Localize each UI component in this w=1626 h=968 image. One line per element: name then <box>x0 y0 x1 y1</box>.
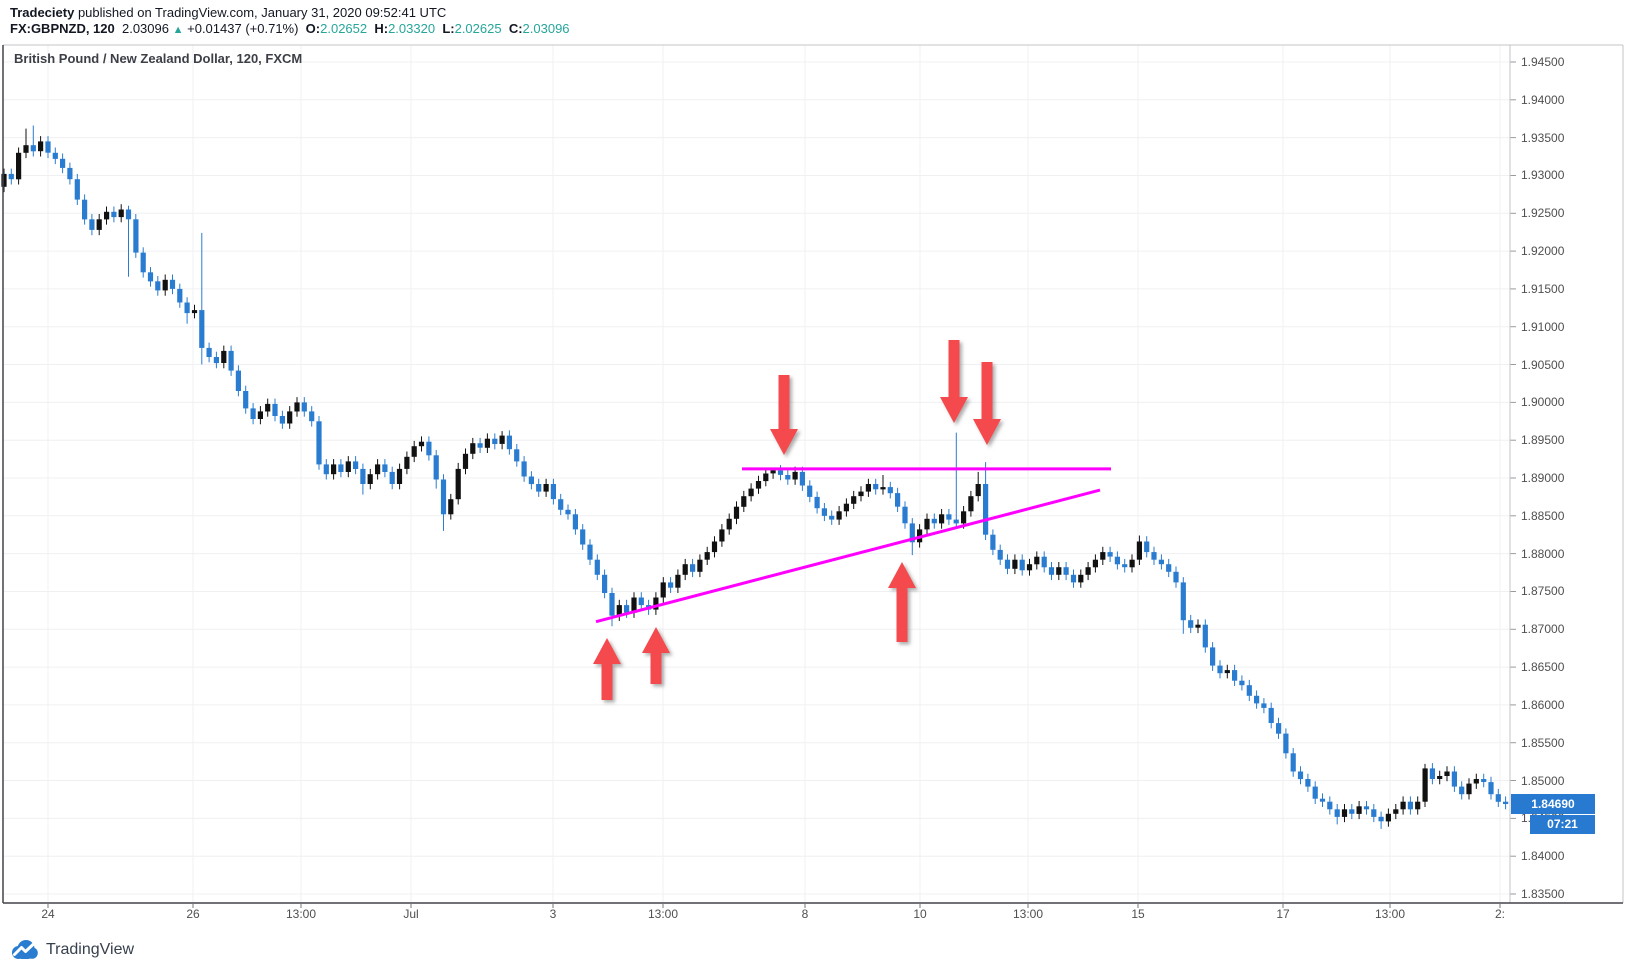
bar-countdown-label: 07:21 <box>1530 815 1595 834</box>
high-value: 2.03320 <box>388 21 436 36</box>
price-axis-label: 1.94000 <box>1521 93 1565 107</box>
price-axis-label: 1.84000 <box>1521 849 1565 863</box>
chart-legend-title: British Pound / New Zealand Dollar, 120,… <box>14 51 303 66</box>
time-axis-label: 3 <box>549 907 557 921</box>
price-axis-label: 1.86500 <box>1521 660 1565 674</box>
publish-date: published on TradingView.com, January 31… <box>74 5 447 20</box>
close-value: 2.03096 <box>522 21 570 36</box>
tradingview-logo-text: TradingView <box>46 941 135 958</box>
price-axis-label: 1.92000 <box>1521 244 1565 258</box>
high-label: H: <box>374 21 389 36</box>
low-label: L: <box>442 21 455 36</box>
price-axis-label: 1.89000 <box>1521 471 1565 485</box>
tradingview-cloud-icon <box>10 938 38 962</box>
time-axis-label: 10 <box>913 907 927 921</box>
symbol-info-row: FX:GBPNZD, 120 2.03096 ▲ +0.01437 (+0.71… <box>10 21 570 36</box>
time-axis-label: 15 <box>1131 907 1145 921</box>
price-axis-label: 1.86000 <box>1521 698 1565 712</box>
time-axis-label: Jul <box>403 907 419 921</box>
price-axis-label: 1.88500 <box>1521 509 1565 523</box>
price-axis-label: 1.85500 <box>1521 736 1565 750</box>
price-axis-label: 1.83500 <box>1521 887 1565 901</box>
time-axis-label: 17 <box>1276 907 1290 921</box>
price-axis-label: 1.93000 <box>1521 168 1565 182</box>
price-axis-label: 1.87500 <box>1521 584 1565 598</box>
price-axis-label: 1.90500 <box>1521 358 1565 372</box>
price-axis-label: 1.88000 <box>1521 547 1565 561</box>
last-price: 2.03096 <box>121 21 169 36</box>
time-axis-label: 8 <box>801 907 809 921</box>
price-axis-label: 1.87000 <box>1521 622 1565 636</box>
price-axis-label: 1.94500 <box>1521 55 1565 69</box>
price-axis-label: 1.91000 <box>1521 320 1565 334</box>
price-axis-label: 1.91500 <box>1521 282 1565 296</box>
price-axis-label: 1.85000 <box>1521 774 1565 788</box>
time-axis-label: 26 <box>186 907 200 921</box>
price-axis-label: 1.93500 <box>1521 131 1565 145</box>
price-axis-label: 1.89500 <box>1521 433 1565 447</box>
time-axis-label: 13:00 <box>647 907 679 921</box>
close-label: C: <box>508 21 523 36</box>
time-axis-label: 13:00 <box>285 907 317 921</box>
publish-info: Tradeciety published on TradingView.com,… <box>10 5 446 20</box>
time-axis-label: 24 <box>41 907 55 921</box>
low-value: 2.02625 <box>454 21 502 36</box>
time-axis-label: 13:00 <box>1374 907 1406 921</box>
price-change: +0.01437 (+0.71%) <box>187 21 299 36</box>
price-axis-label: 1.90000 <box>1521 395 1565 409</box>
time-axis-label: 13:00 <box>1012 907 1044 921</box>
symbol-name: FX:GBPNZD, 120 <box>10 21 115 36</box>
open-value: 2.02652 <box>320 21 368 36</box>
time-axis-label: 2: <box>1494 907 1506 921</box>
price-axis-label: 1.92500 <box>1521 206 1565 220</box>
change-up-icon: ▲ <box>172 24 184 36</box>
current-price-label: 1.84690 <box>1511 794 1595 814</box>
tradingview-logo[interactable]: TradingView <box>10 938 134 962</box>
brand-name: Tradeciety <box>10 5 75 20</box>
open-label: O: <box>305 21 321 36</box>
